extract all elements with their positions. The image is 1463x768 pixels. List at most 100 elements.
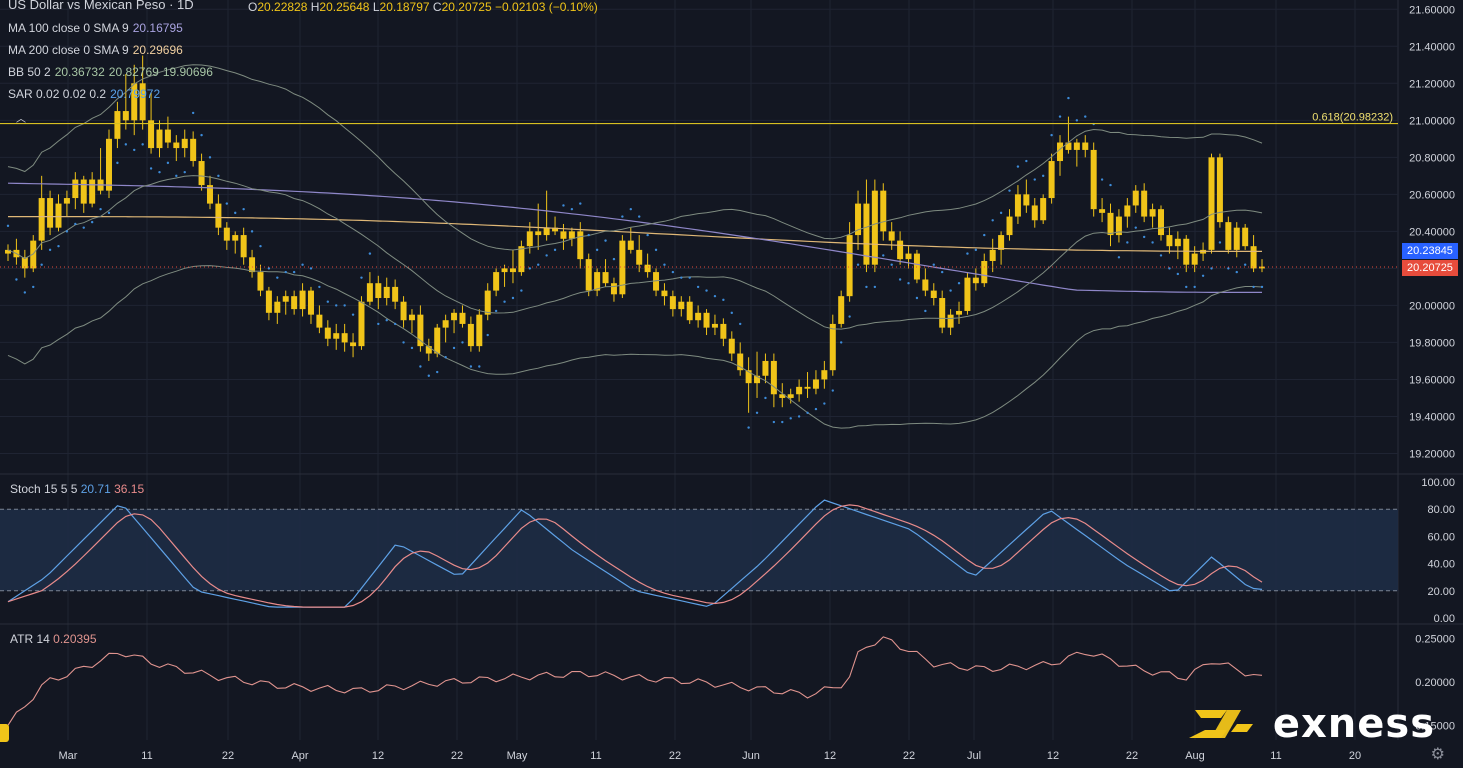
sar-dot	[1243, 263, 1247, 266]
sar-dot	[797, 415, 801, 418]
candle	[265, 290, 272, 313]
candle	[653, 272, 660, 291]
candle	[131, 83, 138, 121]
candle	[1250, 246, 1257, 269]
candle	[156, 129, 163, 149]
atr-axis-label: 0.25000	[1415, 634, 1455, 646]
candle	[375, 283, 382, 299]
sar-dot	[276, 276, 279, 279]
sar-dot	[1201, 274, 1205, 277]
candle	[1023, 194, 1030, 206]
sar-dot	[898, 278, 902, 281]
collapse-arrow-icon[interactable]: ︿	[16, 114, 26, 125]
candle	[754, 375, 761, 384]
candle	[350, 342, 357, 347]
sar-dot	[23, 291, 27, 294]
candle	[644, 264, 651, 273]
candle	[493, 272, 500, 291]
sar-dot	[503, 300, 506, 303]
settings-gear-icon[interactable]: ⚙	[1430, 746, 1445, 763]
sar-legend[interactable]: SAR 0.02 0.02 0.2 20.79972	[8, 87, 161, 101]
sar-dot	[1151, 241, 1154, 244]
candle	[1132, 190, 1139, 206]
candle	[1174, 238, 1181, 247]
price-axis-label: 21.00000	[1409, 115, 1455, 127]
candle	[568, 231, 575, 239]
sar-dot	[528, 267, 531, 270]
candle	[535, 231, 542, 236]
sar-dot	[469, 365, 473, 368]
candle	[459, 312, 466, 324]
time-axis-label: 22	[903, 750, 915, 762]
candle	[333, 333, 340, 339]
price-axis-label: 21.40000	[1409, 41, 1455, 53]
atr-line	[7, 636, 1263, 726]
scroll-left-handle[interactable]	[0, 724, 9, 742]
candle	[240, 235, 247, 258]
candle	[594, 272, 601, 291]
price-axis-label: 21.20000	[1409, 78, 1455, 90]
sar-dot	[402, 341, 405, 344]
ma200-legend[interactable]: MA 200 close 0 SMA 9 20.29696	[8, 43, 183, 57]
sar-dot	[806, 411, 809, 414]
candle	[855, 203, 862, 236]
sar-dot	[166, 161, 170, 165]
sar-dot	[1126, 241, 1129, 244]
sar-dot	[217, 174, 220, 178]
candle	[577, 231, 584, 260]
sar-dot	[882, 254, 885, 257]
price-axis-label: 20.60000	[1409, 189, 1455, 201]
sar-dot	[116, 161, 119, 165]
candle	[21, 257, 28, 269]
atr-axis-label: 0.15000	[1415, 720, 1455, 732]
candle	[307, 290, 314, 315]
ma100-legend[interactable]: MA 100 close 0 SMA 9 20.16795	[8, 21, 183, 35]
candle	[602, 272, 609, 284]
bb-legend[interactable]: BB 50 2 20.36732 20.82769 19.90696	[8, 65, 213, 79]
sar-dot	[200, 133, 203, 137]
sar-dot	[292, 270, 296, 274]
sar-dot	[1134, 226, 1137, 229]
sar-dot	[915, 296, 919, 300]
sar-dot	[629, 207, 632, 211]
sar-dot	[654, 248, 658, 252]
sar-dot	[595, 248, 599, 252]
stoch-legend[interactable]: Stoch 15 5 5 20.71 36.15	[10, 482, 145, 496]
sar-dot	[90, 220, 94, 224]
candle	[1115, 216, 1122, 236]
candle	[981, 260, 988, 284]
candle	[232, 235, 239, 241]
stoch-d-line	[7, 504, 1263, 608]
candle	[249, 257, 256, 273]
candle	[425, 346, 432, 354]
ma100-line	[7, 182, 1262, 293]
candle	[863, 203, 870, 265]
time-axis-label: 12	[372, 750, 384, 762]
sar-dot	[890, 263, 893, 266]
sar-dot	[1176, 272, 1180, 276]
candle	[47, 198, 54, 228]
stoch-axis-label: 80.00	[1427, 504, 1455, 516]
candle	[1107, 212, 1114, 236]
candle	[989, 249, 996, 261]
candle	[366, 283, 373, 302]
candle	[1014, 194, 1021, 217]
sar-dot	[133, 148, 136, 152]
time-axis-label: Jul	[967, 750, 981, 762]
sar-dot	[991, 219, 994, 222]
candle	[905, 253, 912, 260]
candle	[1225, 222, 1232, 250]
candle	[1082, 142, 1089, 150]
sar-dot	[436, 370, 439, 374]
sar-dot	[208, 156, 212, 159]
sar-dot	[781, 420, 784, 424]
sar-dot	[1075, 119, 1079, 122]
candle	[871, 190, 878, 265]
time-axis-label: 11	[141, 750, 152, 762]
symbol-title[interactable]: US Dollar vs Mexican Peso · 1D	[8, 0, 194, 12]
candle	[762, 360, 769, 376]
sar-dot	[419, 365, 422, 368]
atr-legend[interactable]: ATR 14 0.20395	[10, 632, 97, 646]
sar-dot	[57, 244, 60, 248]
